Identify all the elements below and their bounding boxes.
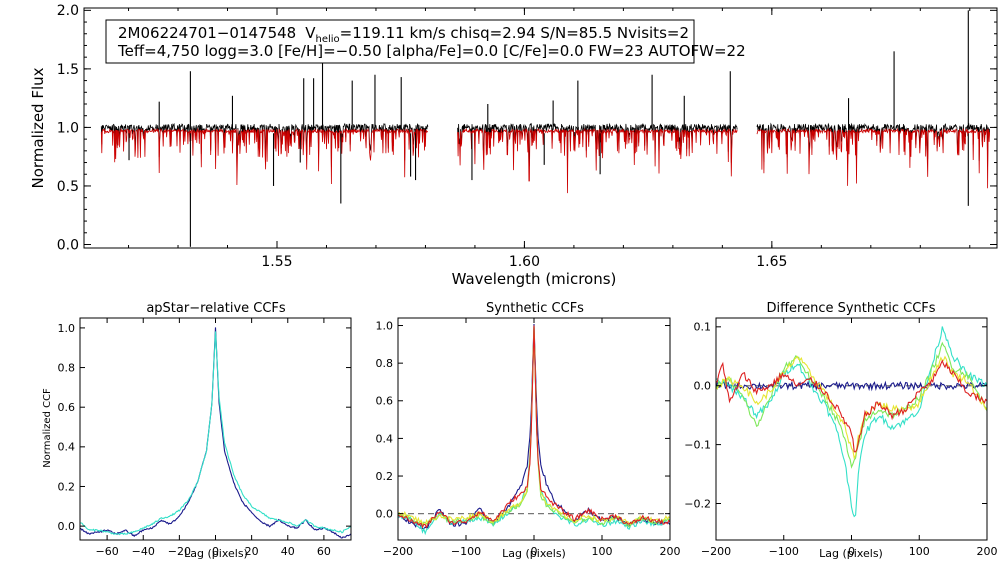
synthetic-ccf-xlabel: Lag (pixels) [502, 547, 566, 560]
difference-ccf-xlabel: Lag (pixels) [819, 547, 883, 560]
series-line-red [715, 359, 988, 453]
annotation-v-label: V [305, 24, 316, 42]
x-tick-label: 1.55 [261, 254, 292, 270]
annotation-v-subscript: helio [315, 34, 339, 45]
x-tick-label: 60 [317, 545, 331, 558]
difference-ccf-panel: Difference Synthetic CCFs −200 −100 0 100 20… [684, 301, 997, 560]
model-spectrum-chip-2 [457, 127, 738, 194]
spectrum-frame [83, 7, 998, 249]
x-tick-label: 100 [909, 545, 930, 558]
series-line-cyan [715, 326, 988, 518]
y-tick-label: 1.5 [57, 62, 79, 78]
y-tick-label: −0.1 [684, 438, 711, 451]
x-tick-label: −60 [95, 545, 118, 558]
y-tick-label: 0.8 [58, 361, 76, 374]
spectrum-xlabel: Wavelength (microns) [452, 270, 617, 288]
x-tick-label: 20 [245, 545, 259, 558]
synthetic-ccf-lines [397, 323, 671, 536]
annotation-box [105, 19, 695, 64]
synthetic-ccf-panel: Synthetic CCFs −200 −100 0 100 200 0.0 0.2 0.4 0… [376, 301, 681, 560]
x-tick-label: −100 [769, 545, 799, 558]
y-tick-label: 0.2 [58, 480, 76, 493]
y-tick-label: 0.6 [376, 395, 394, 408]
y-tick-label: 0.4 [58, 441, 76, 454]
x-tick-label: 40 [281, 545, 295, 558]
synthetic-ccf-ticks: −200 −100 0 100 200 0.0 0.2 0.4 0.6 0.8 1.0 [376, 318, 681, 558]
model-spectrum-chip-3 [756, 127, 990, 189]
apstar-ccf-panel: apStar−relative CCFs −60 −40 −20 0 20 40 60 0.0… [42, 301, 352, 560]
synthetic-ccf-title: Synthetic CCFs [486, 301, 584, 316]
y-tick-label: 0.0 [694, 380, 712, 393]
apstar-ccf-frame [79, 317, 352, 541]
y-tick-label: 0.0 [376, 508, 394, 521]
series-line-visit-2 [79, 331, 352, 536]
x-tick-label: 1.65 [756, 254, 787, 270]
y-tick-label: 0.0 [58, 520, 76, 533]
spectrum-ylabel: Normalized Flux [29, 67, 47, 188]
x-tick-label: 0 [848, 545, 855, 558]
x-tick-label: −100 [451, 545, 481, 558]
x-tick-label: 0 [531, 545, 538, 558]
spectrum-lines [100, 10, 990, 247]
series-line-visit-1 [79, 327, 352, 539]
spectrum-panel: 1.55 1.60 1.65 0.0 0.5 1.0 1.5 2.0 2M06224701−0… [29, 3, 998, 288]
apstar-ccf-xlabel: Lag (pixels) [184, 547, 248, 560]
series-line-green [397, 325, 671, 529]
difference-ccf-title: Difference Synthetic CCFs [766, 301, 935, 316]
series-line-navy [397, 323, 671, 530]
series-line-yellow [397, 326, 671, 526]
x-tick-label: 1.60 [509, 254, 540, 270]
x-tick-label: 100 [592, 545, 613, 558]
series-line-cyan [397, 328, 671, 536]
y-tick-label: 0.4 [376, 432, 394, 445]
annotation-line-1: 2M06224701−0147548 Vhelio=119.11 km/s chi… [118, 24, 689, 45]
model-spectrum-chip-1 [100, 127, 429, 186]
y-tick-label: 0.1 [694, 321, 712, 334]
y-tick-label: 0.2 [376, 470, 394, 483]
spectrum-ticks: 1.55 1.60 1.65 0.0 0.5 1.0 1.5 2.0 [57, 3, 997, 270]
apstar-ccf-title: apStar−relative CCFs [146, 301, 286, 316]
annotation-line-2: Teff=4,750 logg=3.0 [Fe/H]=−0.50 [alpha/… [117, 42, 746, 60]
apstar-ccf-ylabel: Normalized CCF [42, 388, 53, 468]
series-line-yellow [715, 355, 988, 460]
x-tick-label: 200 [977, 545, 998, 558]
y-tick-label: −0.2 [684, 497, 711, 510]
x-tick-label: −200 [383, 545, 413, 558]
spectrum-annotation: 2M06224701−0147548 Vhelio=119.11 km/s chi… [105, 19, 746, 64]
y-tick-label: 0.6 [58, 401, 76, 414]
synthetic-ccf-frame [397, 317, 671, 541]
series-line-navy [715, 380, 988, 392]
annotation-star-id: 2M06224701−0147548 [118, 24, 296, 42]
y-tick-label: 0.8 [376, 357, 394, 370]
apstar-ccf-lines [79, 327, 352, 539]
x-tick-label: −20 [168, 545, 191, 558]
y-tick-label: 1.0 [57, 120, 79, 136]
annotation-v-rest: =119.11 km/s chisq=2.94 S/N=85.5 Nvisits… [340, 24, 689, 42]
y-tick-label: 2.0 [57, 3, 79, 19]
x-tick-label: 200 [660, 545, 681, 558]
x-tick-label: −200 [701, 545, 731, 558]
difference-ccf-lines [715, 326, 988, 518]
y-tick-label: 1.0 [58, 322, 76, 335]
series-line-red [397, 325, 671, 529]
difference-ccf-ticks: −200 −100 0 100 200 0.1 0.0 −0.1 −0.2 [684, 318, 998, 558]
x-tick-label: −40 [132, 545, 155, 558]
y-tick-label: 0.5 [57, 179, 79, 195]
observed-spectrum-chip-1 [100, 122, 429, 169]
y-tick-label: 0.0 [57, 237, 79, 253]
y-tick-label: 1.0 [376, 319, 394, 332]
apstar-ccf-ticks: −60 −40 −20 0 20 40 60 0.0 0.2 0.4 0.6 0.8 1.0 [58, 318, 351, 558]
observed-spectrum-chip-3 [756, 122, 990, 169]
series-line-green [715, 341, 988, 469]
x-tick-label: 0 [212, 545, 219, 558]
